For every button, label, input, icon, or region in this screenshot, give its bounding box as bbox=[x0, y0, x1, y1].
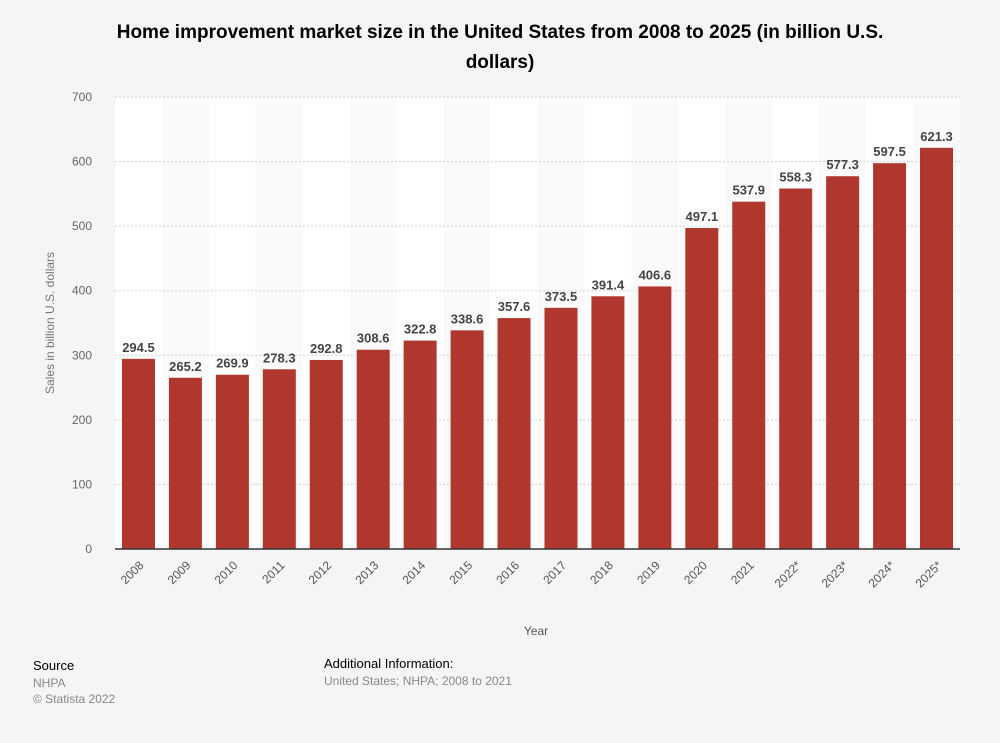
data-label: 322.8 bbox=[404, 322, 437, 337]
data-label: 406.6 bbox=[639, 267, 672, 282]
data-label: 308.6 bbox=[357, 331, 390, 346]
y-tick-label: 200 bbox=[72, 413, 92, 427]
x-tick-label: 2024* bbox=[866, 558, 898, 590]
x-tick-label: 2021 bbox=[728, 558, 757, 587]
y-tick-label: 700 bbox=[72, 90, 92, 104]
bar bbox=[638, 286, 672, 549]
data-label: 558.3 bbox=[779, 169, 812, 184]
x-tick-label: 2020 bbox=[681, 558, 710, 587]
data-label: 357.6 bbox=[498, 299, 531, 314]
bar bbox=[544, 307, 578, 549]
y-tick-label: 600 bbox=[72, 155, 92, 169]
bar bbox=[403, 340, 437, 549]
data-label: 292.8 bbox=[310, 341, 343, 356]
source-heading: Source bbox=[33, 658, 75, 673]
data-label: 577.3 bbox=[826, 157, 859, 172]
bar-chart: 0 100 200 300 400 500 600 700 294.5 2008 265.2 2009… bbox=[43, 90, 960, 638]
x-tick-label: 2025* bbox=[913, 558, 945, 590]
bar bbox=[215, 374, 249, 549]
x-tick-label: 2014 bbox=[399, 558, 428, 587]
copyright: © Statista 2022 bbox=[33, 692, 116, 706]
bar bbox=[591, 296, 625, 549]
bar bbox=[450, 330, 484, 549]
bar bbox=[168, 377, 202, 549]
y-tick-label: 300 bbox=[72, 348, 92, 362]
bar bbox=[121, 358, 155, 549]
bar bbox=[356, 349, 390, 549]
x-axis-title: Year bbox=[524, 624, 548, 638]
additional-info-heading: Additional Information: bbox=[324, 656, 454, 671]
data-label: 597.5 bbox=[873, 144, 906, 159]
x-tick-label: 2023* bbox=[819, 558, 851, 590]
x-tick-label: 2011 bbox=[259, 558, 287, 586]
data-label: 269.9 bbox=[216, 356, 249, 371]
bar bbox=[779, 188, 813, 549]
y-axis-title: Sales in billion U.S. dollars bbox=[43, 252, 57, 394]
source-value: NHPA bbox=[33, 676, 66, 690]
bar bbox=[826, 176, 860, 550]
chart-title: Home improvement market size in the Unit… bbox=[116, 22, 884, 73]
bar bbox=[685, 228, 719, 549]
x-tick-label: 2008 bbox=[118, 558, 147, 587]
y-tick-label: 500 bbox=[72, 219, 92, 233]
bar bbox=[309, 359, 343, 549]
bar bbox=[497, 318, 531, 549]
data-label: 294.5 bbox=[122, 340, 155, 355]
x-tick-label: 2013 bbox=[353, 558, 382, 587]
x-tick-label: 2019 bbox=[634, 558, 663, 587]
x-tick-label: 2018 bbox=[587, 558, 616, 587]
y-tick-label: 0 bbox=[85, 542, 92, 556]
data-label: 497.1 bbox=[686, 209, 719, 224]
bar bbox=[732, 201, 766, 549]
data-label: 537.9 bbox=[732, 183, 765, 198]
additional-info: United States; NHPA; 2008 to 2021 bbox=[324, 674, 512, 688]
x-tick-label: 2009 bbox=[165, 558, 194, 587]
x-tick-label: 2010 bbox=[212, 558, 241, 587]
x-tick-label: 2012 bbox=[306, 558, 335, 587]
x-tick-label: 2015 bbox=[446, 558, 475, 587]
bar bbox=[873, 163, 907, 549]
data-label: 265.2 bbox=[169, 359, 202, 374]
data-label: 391.4 bbox=[592, 277, 625, 292]
data-label: 338.6 bbox=[451, 311, 484, 326]
x-tick-label: 2022* bbox=[772, 558, 804, 590]
data-label: 373.5 bbox=[545, 289, 578, 304]
data-label: 621.3 bbox=[920, 129, 953, 144]
bar bbox=[262, 369, 296, 549]
x-tick-label: 2016 bbox=[493, 558, 522, 587]
y-tick-label: 100 bbox=[72, 477, 92, 491]
x-tick-label: 2017 bbox=[540, 558, 569, 587]
data-label: 278.3 bbox=[263, 350, 296, 365]
y-tick-label: 400 bbox=[72, 284, 92, 298]
bar bbox=[920, 147, 954, 549]
